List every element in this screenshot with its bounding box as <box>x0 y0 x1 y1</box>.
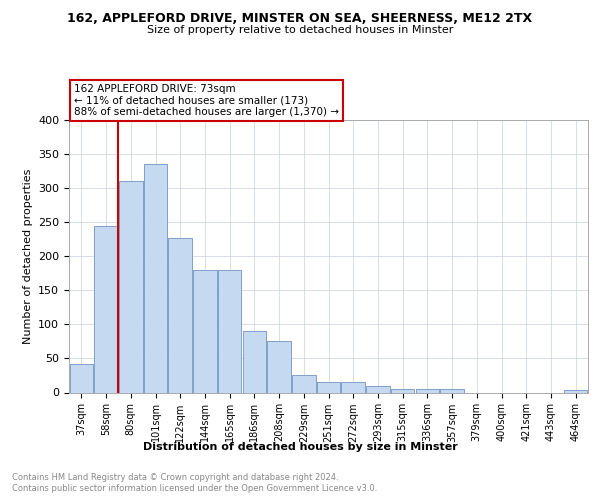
Bar <box>218 270 241 392</box>
Bar <box>416 389 439 392</box>
Bar <box>169 238 192 392</box>
Text: 162 APPLEFORD DRIVE: 73sqm
← 11% of detached houses are smaller (173)
88% of sem: 162 APPLEFORD DRIVE: 73sqm ← 11% of deta… <box>74 84 339 117</box>
Bar <box>242 331 266 392</box>
Bar <box>440 389 464 392</box>
Text: Contains public sector information licensed under the Open Government Licence v3: Contains public sector information licen… <box>12 484 377 493</box>
Bar <box>268 342 291 392</box>
Bar <box>70 364 93 392</box>
Bar <box>193 270 217 392</box>
Text: Size of property relative to detached houses in Minster: Size of property relative to detached ho… <box>147 25 453 35</box>
Bar <box>119 182 143 392</box>
Bar <box>366 386 389 392</box>
Y-axis label: Number of detached properties: Number of detached properties <box>23 168 32 344</box>
Text: Distribution of detached houses by size in Minster: Distribution of detached houses by size … <box>143 442 457 452</box>
Text: 162, APPLEFORD DRIVE, MINSTER ON SEA, SHEERNESS, ME12 2TX: 162, APPLEFORD DRIVE, MINSTER ON SEA, SH… <box>67 12 533 26</box>
Bar <box>144 164 167 392</box>
Bar <box>391 389 415 392</box>
Text: Contains HM Land Registry data © Crown copyright and database right 2024.: Contains HM Land Registry data © Crown c… <box>12 472 338 482</box>
Bar <box>94 226 118 392</box>
Bar <box>341 382 365 392</box>
Bar <box>564 390 587 392</box>
Bar <box>292 376 316 392</box>
Bar <box>317 382 340 392</box>
